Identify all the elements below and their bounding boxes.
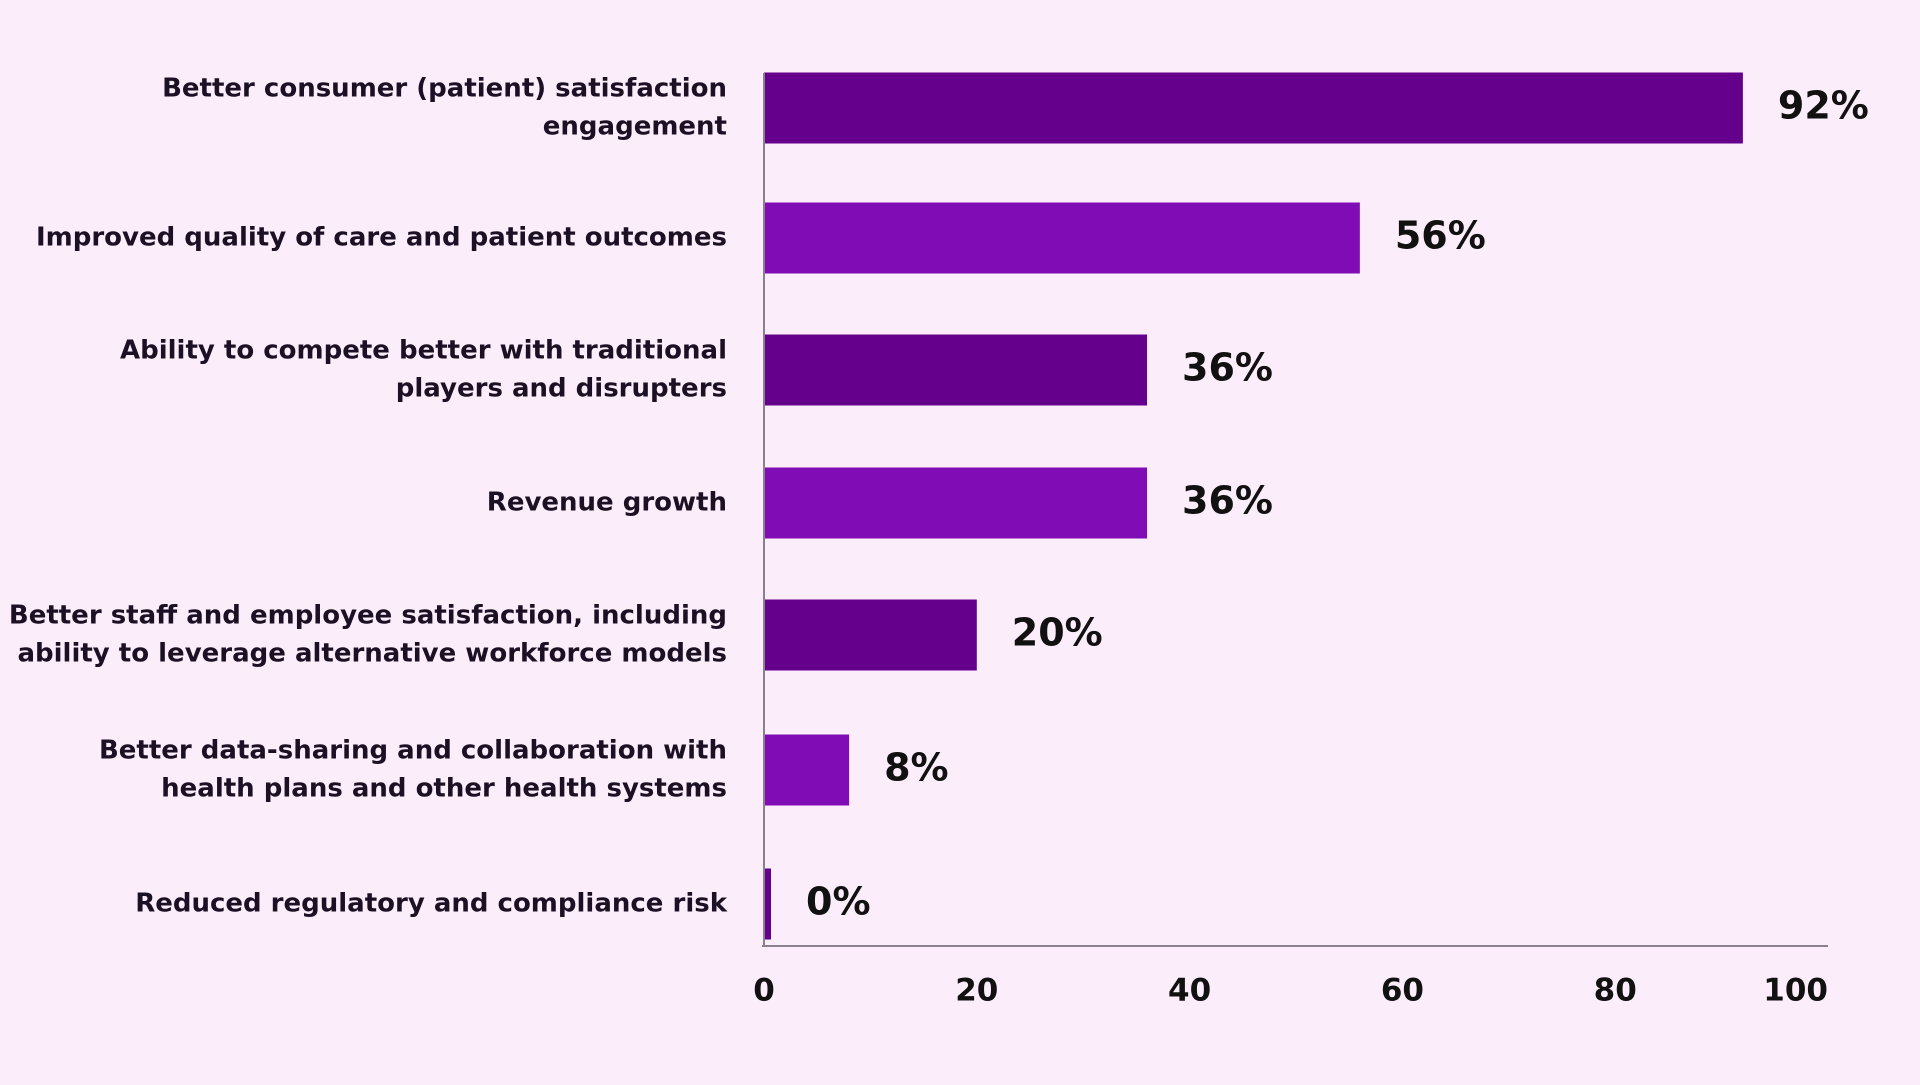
category-label: Improved quality of care and patient out…	[36, 223, 727, 253]
category-label: engagement	[543, 112, 727, 142]
data-labels-layer: 92% 56% 36% 36% 20% 8% 0%	[806, 84, 1869, 924]
bar	[764, 334, 1148, 406]
category-label: Better consumer (patient) satisfaction	[162, 74, 727, 104]
x-tick-label: 60	[1381, 973, 1424, 1009]
category-label: Better data-sharing and collaboration wi…	[99, 736, 727, 766]
data-label: 36%	[1182, 479, 1273, 523]
x-tick-label: 20	[955, 973, 998, 1009]
bar	[764, 202, 1360, 274]
x-tick-label: 0	[753, 973, 775, 1009]
x-tick-label: 80	[1594, 973, 1637, 1009]
bars-layer	[764, 72, 1743, 940]
category-label: health plans and other health systems	[161, 774, 727, 804]
data-label: 92%	[1778, 84, 1869, 128]
category-label: players and disrupters	[396, 374, 727, 404]
category-labels-layer: Better consumer (patient) satisfaction en…	[9, 74, 728, 919]
data-label: 8%	[884, 746, 949, 790]
category-label: Better staff and employee satisfaction, …	[9, 601, 727, 631]
x-tick-label: 100	[1763, 973, 1828, 1009]
data-label: 56%	[1395, 214, 1486, 258]
category-label: ability to leverage alternative workforc…	[17, 639, 727, 669]
data-label: 36%	[1182, 346, 1273, 390]
data-label: 0%	[806, 880, 871, 924]
bar	[764, 868, 771, 940]
bar	[764, 467, 1148, 539]
x-tick-label: 40	[1168, 973, 1211, 1009]
category-label: Revenue growth	[487, 488, 727, 518]
category-label: Reduced regulatory and compliance risk	[135, 889, 728, 919]
data-label: 20%	[1012, 611, 1103, 655]
category-label: Ability to compete better with tradition…	[120, 336, 727, 366]
bar	[764, 734, 850, 806]
bar	[764, 72, 1743, 144]
x-tick-labels-layer: 0 20 40 60 80 100	[753, 973, 1828, 1009]
bar	[764, 599, 977, 671]
